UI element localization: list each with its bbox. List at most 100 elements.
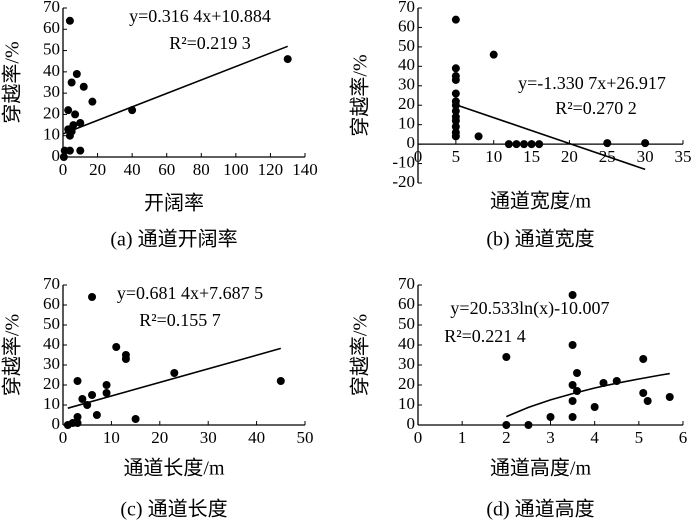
y-tick-label: 60 — [398, 16, 415, 35]
x-tick-label: 35 — [675, 147, 692, 166]
point — [73, 419, 82, 427]
x-tick-label: 40 — [248, 428, 265, 447]
caption: (c) 通道长度 — [120, 498, 227, 521]
y-axis-title: 穿越率/% — [1, 41, 24, 123]
x-tick-label: 0 — [59, 428, 68, 447]
point — [603, 139, 612, 148]
x-tick-label: 20 — [151, 428, 168, 447]
y-tick-label: 0 — [52, 414, 61, 433]
point — [59, 153, 68, 161]
point — [573, 369, 581, 377]
x-axis-title: 通道宽度/m — [490, 190, 592, 213]
point — [73, 413, 82, 421]
point — [568, 291, 577, 299]
x-axis-title: 通道高度/m — [490, 457, 592, 480]
point — [451, 89, 460, 98]
y-tick-label: 40 — [398, 334, 415, 353]
equation: y=20.533ln(x)-10.007 — [450, 298, 609, 319]
point — [451, 122, 460, 131]
x-tick-label: 30 — [637, 147, 654, 166]
x-tick-label: 100 — [223, 160, 249, 179]
x-tick-label: 6 — [679, 428, 688, 447]
y-axis-title: 穿越率/% — [1, 314, 24, 396]
point — [451, 132, 460, 141]
point — [65, 16, 74, 25]
y-tick-label: 30 — [398, 75, 415, 94]
y-axis-title: 穿越率/% — [349, 54, 372, 136]
point — [524, 421, 533, 429]
y-tick-label: 60 — [398, 294, 415, 313]
point — [88, 391, 97, 399]
x-tick-label: 5 — [452, 147, 461, 166]
x-tick-label: 20 — [561, 147, 578, 166]
y-tick-label: 40 — [43, 61, 60, 80]
y-tick-label: 20 — [43, 103, 60, 122]
x-tick-label: 3 — [546, 428, 555, 447]
equation: y=0.316 4x+10.884 — [129, 6, 271, 26]
point — [92, 411, 101, 419]
x-tick-label: 60 — [158, 160, 175, 179]
x-tick-label: 15 — [523, 147, 540, 166]
equation: y=-1.330 7x+26.917 — [518, 73, 666, 93]
x-tick-label: 140 — [292, 160, 318, 179]
y-tick-label: 50 — [43, 39, 60, 58]
point — [535, 140, 544, 149]
point — [665, 393, 674, 401]
point — [78, 395, 87, 403]
x-tick-label: 4 — [590, 428, 599, 447]
y-tick-label: 0 — [52, 146, 61, 165]
point — [76, 146, 85, 155]
x-axis-title: 通道长度/m — [123, 457, 225, 480]
point — [88, 293, 97, 301]
point — [504, 140, 513, 149]
y-tick-label: 50 — [398, 36, 415, 55]
x-tick-label: 2 — [502, 428, 511, 447]
y-tick-label: 20 — [398, 94, 415, 113]
x-tick-label: 50 — [297, 428, 314, 447]
point — [276, 377, 285, 385]
x-tick-label: 0 — [414, 428, 423, 447]
point — [102, 381, 111, 389]
point — [590, 403, 599, 411]
y-tick-label: -10 — [392, 152, 415, 171]
y-tick-label: 10 — [43, 394, 60, 413]
y-tick-label: 30 — [43, 82, 60, 101]
point — [568, 413, 577, 421]
y-tick-label: 10 — [398, 114, 415, 133]
point — [283, 55, 292, 64]
y-tick-label: 0 — [407, 133, 416, 152]
x-tick-label: 5 — [635, 428, 644, 447]
point — [643, 397, 652, 405]
trend-line — [67, 347, 282, 409]
r-squared: R²=0.219 3 — [169, 33, 251, 53]
point — [71, 110, 80, 119]
point — [76, 118, 85, 127]
y-tick-label: 20 — [398, 374, 415, 393]
x-tick-label: 120 — [258, 160, 284, 179]
x-tick-label: 0 — [59, 160, 68, 179]
point — [170, 369, 179, 377]
x-tick-label: 80 — [193, 160, 210, 179]
point — [451, 75, 460, 84]
caption: (d) 通道高度 — [486, 498, 594, 521]
point — [102, 389, 111, 397]
trend-line — [62, 45, 289, 135]
point — [451, 116, 460, 125]
x-tick-label: 0 — [414, 147, 423, 166]
y-tick-label: 10 — [43, 125, 60, 144]
x-tick-label: 10 — [485, 147, 502, 166]
equation: y=0.681 4x+7.687 5 — [117, 283, 263, 303]
y-tick-label: 0 — [407, 414, 416, 433]
y-tick-label: 70 — [43, 0, 60, 16]
x-tick-label: 1 — [458, 428, 467, 447]
point — [451, 107, 460, 116]
y-tick-label: 70 — [43, 274, 60, 293]
y-tick-label: 50 — [43, 314, 60, 333]
r-squared: R²=0.221 4 — [444, 326, 526, 346]
point — [527, 140, 536, 149]
point — [641, 139, 650, 148]
point — [67, 78, 76, 87]
point — [73, 377, 82, 385]
point — [79, 82, 88, 91]
y-tick-label: 60 — [43, 294, 60, 313]
